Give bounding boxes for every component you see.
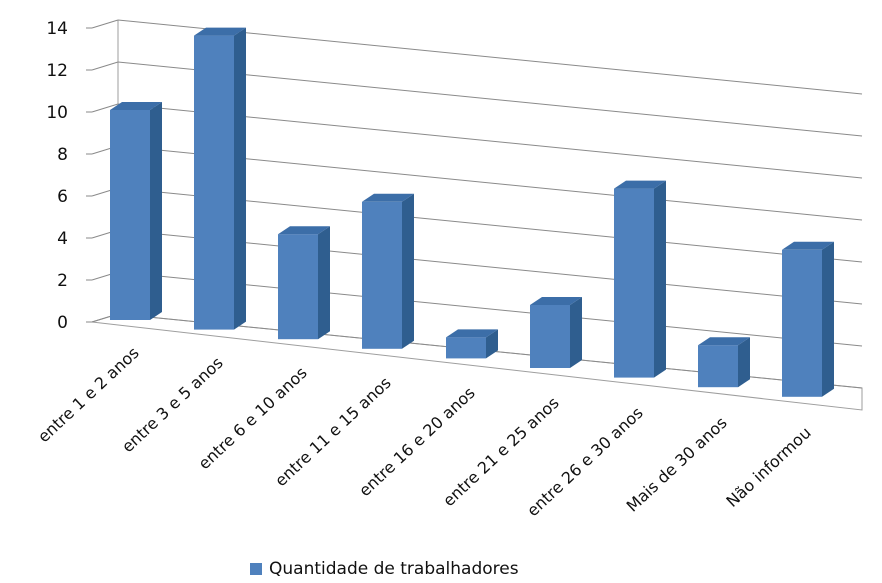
bar-side xyxy=(318,226,330,340)
x-tick-label: entre 1 e 2 anos xyxy=(34,343,143,446)
bar-top xyxy=(110,102,162,110)
bar-top xyxy=(614,180,666,189)
bar-side xyxy=(822,241,834,397)
y-tick-label: 0 xyxy=(57,313,68,333)
bar-top xyxy=(446,329,498,338)
bar-side xyxy=(234,27,246,330)
bar xyxy=(782,241,834,397)
bar-top xyxy=(194,27,246,36)
bar-front xyxy=(194,35,234,330)
bar xyxy=(110,102,162,320)
y-tick-label: 10 xyxy=(46,103,68,123)
bar-front xyxy=(362,201,402,349)
bar-side xyxy=(570,297,582,368)
bar xyxy=(194,27,246,330)
bar xyxy=(698,337,750,388)
legend-swatch xyxy=(250,563,262,575)
y-tick-label: 4 xyxy=(57,229,68,249)
y-tick-label: 12 xyxy=(46,61,68,81)
bar-side xyxy=(402,193,414,349)
bar-top xyxy=(278,226,330,235)
gridline-side xyxy=(91,103,119,113)
bar-top xyxy=(362,193,414,202)
legend: Quantidade de trabalhadores xyxy=(250,559,519,579)
x-tick-label: Não informou xyxy=(722,423,814,511)
x-tick-label: Mais de 30 anos xyxy=(623,413,731,516)
bar xyxy=(530,297,582,368)
bar xyxy=(278,226,330,340)
bar-front xyxy=(614,188,654,378)
legend-label: Quantidade de trabalhadores xyxy=(269,559,519,579)
bar-top xyxy=(782,241,834,250)
bar-side xyxy=(486,329,498,359)
bar-front xyxy=(446,337,486,359)
x-tick-label: entre 3 e 5 anos xyxy=(118,353,227,456)
bar-front xyxy=(530,305,570,368)
bar-top xyxy=(530,297,582,305)
bar xyxy=(362,193,414,349)
bar-top xyxy=(698,337,750,346)
gridline-side xyxy=(91,19,119,29)
bar xyxy=(614,180,666,378)
bar-front xyxy=(782,249,822,397)
y-tick-label: 14 xyxy=(46,19,68,39)
bar-side xyxy=(150,102,162,320)
bar-front xyxy=(110,110,150,320)
bar xyxy=(446,329,498,359)
y-tick-label: 2 xyxy=(57,271,68,291)
bar-side xyxy=(654,180,666,378)
y-axis: 0 2 4 6 8 10 12 14 xyxy=(46,19,92,333)
gridline-side xyxy=(91,61,119,71)
y-tick-label: 8 xyxy=(57,145,68,165)
bar-front xyxy=(698,345,738,388)
bar-side xyxy=(738,337,750,388)
y-tick-label: 6 xyxy=(57,187,68,207)
bars xyxy=(110,27,834,397)
bar-front xyxy=(278,234,318,340)
